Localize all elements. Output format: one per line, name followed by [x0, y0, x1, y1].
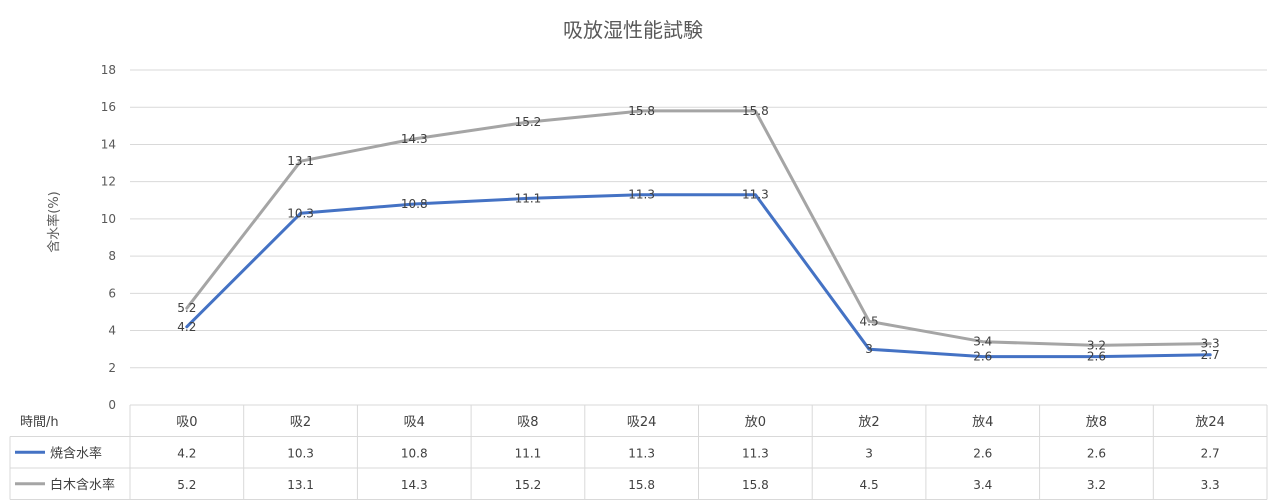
- x-axis-label: 時間/h: [20, 415, 59, 430]
- y-tick-0: 0: [108, 398, 116, 412]
- x-tick-放4: 放4: [972, 415, 993, 430]
- table-cell: 10.3: [287, 446, 314, 460]
- data-label-白木含水率: 3.3: [1201, 337, 1220, 351]
- x-tick-吸4: 吸4: [404, 415, 425, 430]
- x-tick-吸2: 吸2: [290, 415, 311, 430]
- data-label-焼含水率: 10.3: [287, 206, 314, 220]
- y-tick-14: 14: [101, 137, 116, 151]
- table-cell: 15.2: [515, 478, 542, 492]
- data-label-白木含水率: 15.8: [742, 104, 769, 118]
- series-line-焼含水率: [185, 193, 1212, 359]
- y-tick-2: 2: [108, 361, 116, 375]
- x-tick-放2: 放2: [858, 415, 879, 430]
- table-cell: 11.3: [628, 446, 655, 460]
- series-lines: [185, 109, 1212, 359]
- data-label-白木含水率: 14.3: [401, 132, 428, 146]
- data-label-焼含水率: 11.1: [515, 191, 542, 205]
- table-cell: 5.2: [177, 478, 196, 492]
- data-label-白木含水率: 15.8: [628, 104, 655, 118]
- x-tick-放8: 放8: [1086, 415, 1107, 430]
- table-cell: 3.3: [1201, 478, 1220, 492]
- data-label-白木含水率: 3.4: [973, 335, 992, 349]
- data-label-焼含水率: 10.8: [401, 197, 428, 211]
- table-cell: 15.8: [628, 478, 655, 492]
- y-axis-label: 含水率(%): [46, 191, 62, 253]
- table-cell: 2.6: [1087, 446, 1106, 460]
- y-tick-labels: 0 2 4 6 8 10 12 14 16 18: [101, 63, 116, 412]
- y-tick-12: 12: [101, 175, 116, 189]
- legend-label-白木含水率: 白木含水率: [50, 477, 115, 493]
- table-cell: 15.8: [742, 478, 769, 492]
- data-label-白木含水率: 3.2: [1087, 338, 1106, 352]
- y-tick-4: 4: [108, 324, 116, 338]
- y-tick-6: 6: [108, 286, 116, 300]
- data-label-焼含水率: 2.6: [973, 350, 992, 364]
- table-cell: 2.6: [973, 446, 992, 460]
- data-label-焼含水率: 11.3: [742, 188, 769, 202]
- legend-label-焼含水率: 焼含水率: [50, 445, 102, 461]
- y-tick-8: 8: [108, 249, 116, 263]
- table-cell: 11.1: [515, 446, 542, 460]
- table-cell: 14.3: [401, 478, 428, 492]
- x-tick-吸0: 吸0: [176, 415, 197, 430]
- data-label-白木含水率: 5.2: [177, 301, 196, 315]
- table-cell: 3.4: [973, 478, 992, 492]
- data-label-焼含水率: 2.6: [1087, 350, 1106, 364]
- table-cell: 2.7: [1201, 446, 1220, 460]
- chart-title: 吸放湿性能試験: [563, 18, 703, 42]
- y-tick-16: 16: [101, 100, 116, 114]
- table-cell: 4.5: [860, 478, 879, 492]
- x-tick-放0: 放0: [745, 415, 766, 430]
- table-cell: 4.2: [177, 446, 196, 460]
- data-table: 時間/h 吸0 吸2 吸4 吸8 吸24 放0 放2 放4 放8 放24 焼含水率 4.2 10.3 10.…: [9, 404, 1268, 500]
- x-tick-吸24: 吸24: [627, 415, 657, 430]
- table-cell: 11.3: [742, 446, 769, 460]
- x-tick-吸8: 吸8: [517, 415, 538, 430]
- table-cell: 3: [865, 446, 873, 460]
- series-line-白木含水率: [185, 109, 1212, 347]
- data-label-焼含水率: 11.3: [628, 188, 655, 202]
- y-tick-18: 18: [101, 63, 116, 77]
- table-cell: 13.1: [287, 478, 314, 492]
- y-tick-10: 10: [101, 212, 116, 226]
- data-label-白木含水率: 15.2: [515, 115, 542, 129]
- data-label-焼含水率: 2.7: [1201, 348, 1220, 362]
- data-label-白木含水率: 13.1: [287, 154, 314, 168]
- data-label-焼含水率: 4.2: [177, 320, 196, 334]
- data-label-焼含水率: 3: [865, 342, 873, 356]
- gridlines: [130, 69, 1267, 369]
- x-tick-放24: 放24: [1195, 415, 1225, 430]
- table-cell: 10.8: [401, 446, 428, 460]
- data-labels: 4.2 10.3 10.8 11.1 11.3 11.3 3 2.6 2.6 2.7 5.2 13.1…: [177, 104, 1219, 364]
- data-label-白木含水率: 4.5: [860, 314, 879, 328]
- table-cell: 3.2: [1087, 478, 1106, 492]
